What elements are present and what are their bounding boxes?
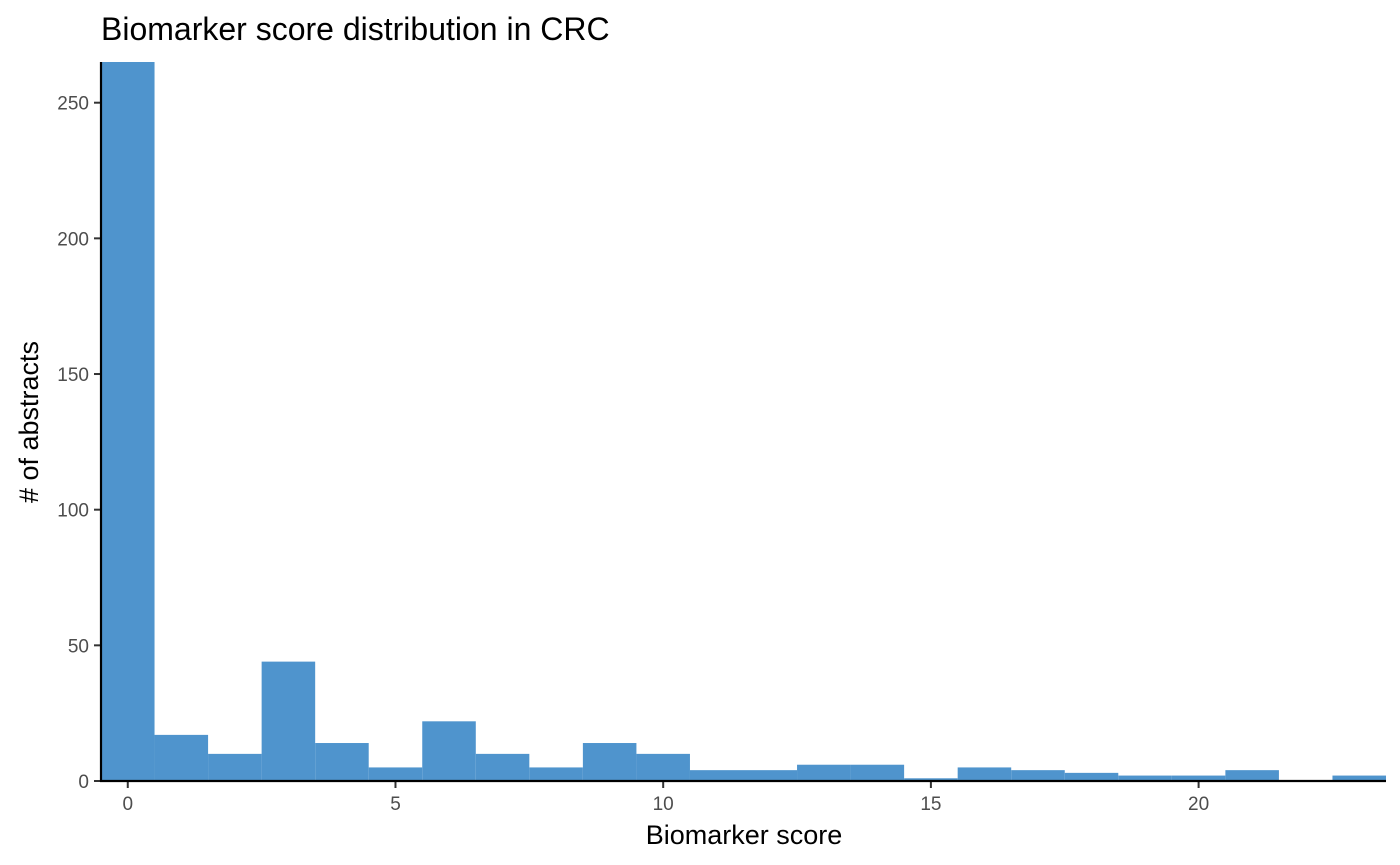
x-axis-ticks: 0 5 10 15 20 [122,781,1209,815]
x-tick-label: 0 [122,794,133,815]
histogram-bar [368,767,423,781]
histogram-bar [529,767,583,781]
histogram-bar [689,770,744,781]
y-tick-label: 100 [57,501,89,522]
histogram-bar [1118,775,1172,781]
histogram-bar [315,743,369,781]
histogram-bar [1332,775,1386,781]
x-tick-label: 10 [653,794,674,815]
histogram-bar [208,753,262,781]
histogram-bar [850,764,905,781]
histogram-bar [1225,770,1279,781]
x-tick-label: 15 [920,794,941,815]
histogram-bar [261,661,316,781]
histogram-bar [797,764,851,781]
x-tick-label: 20 [1188,794,1209,815]
histogram-bar [582,743,637,781]
x-axis-label: Biomarker score [646,820,843,850]
histogram-bar [154,734,209,781]
y-tick-label: 50 [68,636,89,657]
y-tick-label: 200 [57,229,89,250]
histogram-bar [743,770,798,781]
histogram-bar [1064,772,1119,781]
y-tick-label: 0 [78,772,89,793]
histogram-bar [957,767,1012,781]
y-axis-ticks: 0 50 100 150 200 250 [57,94,101,793]
histogram-bar [422,721,476,781]
chart-title: Biomarker score distribution in CRC [101,11,610,47]
histogram-bar [1171,775,1226,781]
x-tick-label: 5 [390,794,401,815]
histogram-bar [1011,770,1065,781]
y-tick-label: 150 [57,365,89,386]
histogram-bar [101,62,155,781]
histogram-bar [636,753,690,781]
histogram-bar [475,753,530,781]
y-axis-label: # of abstracts [14,341,44,503]
bars-group [101,62,1386,781]
y-tick-label: 250 [57,94,89,115]
histogram-bar [904,778,958,781]
